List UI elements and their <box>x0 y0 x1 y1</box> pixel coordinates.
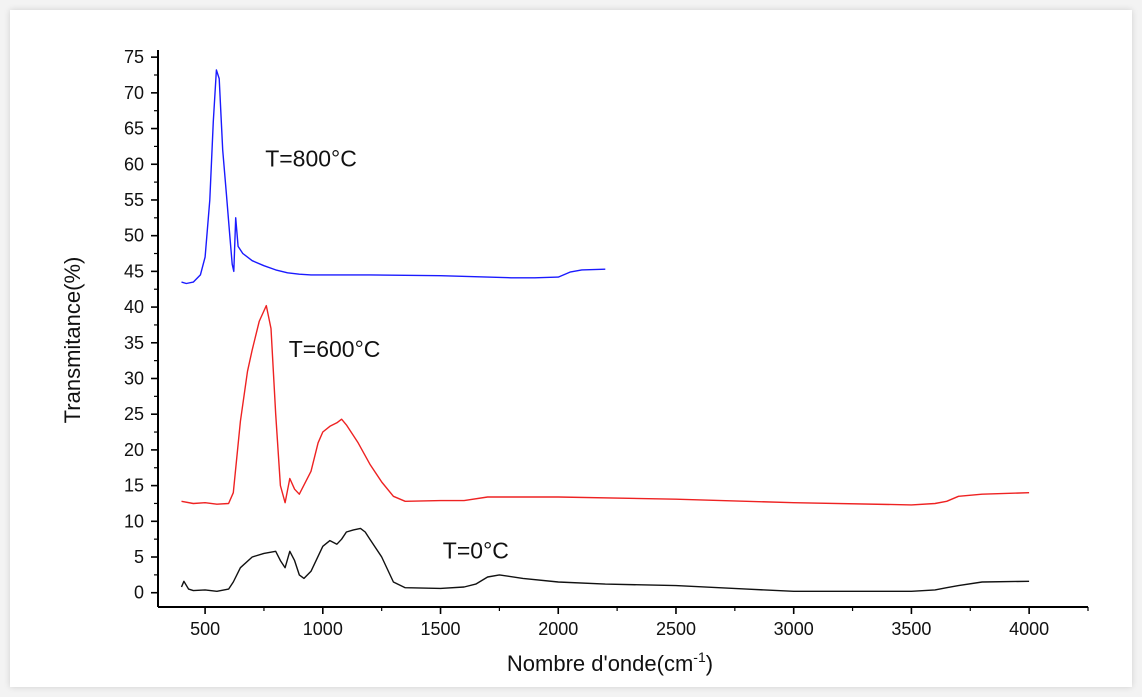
y-tick-label: 0 <box>134 583 144 603</box>
y-tick-label: 75 <box>124 47 144 67</box>
series-annotation-1: T=600°C <box>289 336 381 362</box>
x-tick-label: 500 <box>190 619 220 639</box>
y-tick-label: 45 <box>124 261 144 281</box>
x-axis-title-main: Nombre d'onde(cm <box>507 651 693 676</box>
plot-area: T=800°C T=600°C T=0°C <box>180 69 1030 592</box>
y-tick-label: 5 <box>134 547 144 567</box>
axes: 0 5 10 15 20 25 30 35 40 45 50 55 60 65 70 75 500 1000 150… <box>124 47 1089 639</box>
x-tick-label: 1500 <box>421 619 461 639</box>
y-tick-label: 30 <box>124 368 144 388</box>
x-tick-label: 2000 <box>538 619 578 639</box>
y-tick-label: 25 <box>124 404 144 424</box>
x-tick-label: 3000 <box>774 619 814 639</box>
x-tick-label: 1000 <box>303 619 343 639</box>
x-axis-title-close: ) <box>706 651 713 676</box>
y-tick-label: 15 <box>124 476 144 496</box>
x-tick-label: 3500 <box>891 619 931 639</box>
y-tick-label: 10 <box>124 511 144 531</box>
series-annotation-2: T=0°C <box>443 537 509 563</box>
y-tick-label: 65 <box>124 119 144 139</box>
x-tick-label: 2500 <box>656 619 696 639</box>
x-tick-label: 4000 <box>1009 619 1049 639</box>
y-tick-label: 40 <box>124 297 144 317</box>
y-tick-label: 70 <box>124 83 144 103</box>
ftir-spectrum-chart: T=800°C T=600°C T=0°C 0 5 10 15 20 25 30 35 40 45 50… <box>60 47 1089 676</box>
y-axis-title: Transmitance(%) <box>60 257 85 424</box>
series-line-0 <box>181 69 606 285</box>
x-axis-title-superscript: -1 <box>693 649 706 665</box>
y-tick-label: 60 <box>124 154 144 174</box>
y-tick-label: 50 <box>124 226 144 246</box>
x-axis-title: Nombre d'onde(cm-1) <box>507 649 713 676</box>
series-line-2 <box>180 527 1030 592</box>
y-tick-label: 20 <box>124 440 144 460</box>
series-annotation-0: T=800°C <box>265 145 357 171</box>
y-tick-label: 35 <box>124 333 144 353</box>
chart-card: T=800°C T=600°C T=0°C 0 5 10 15 20 25 30 35 40 45 50… <box>10 10 1132 687</box>
y-tick-label: 55 <box>124 190 144 210</box>
series-line-1 <box>181 304 1030 506</box>
